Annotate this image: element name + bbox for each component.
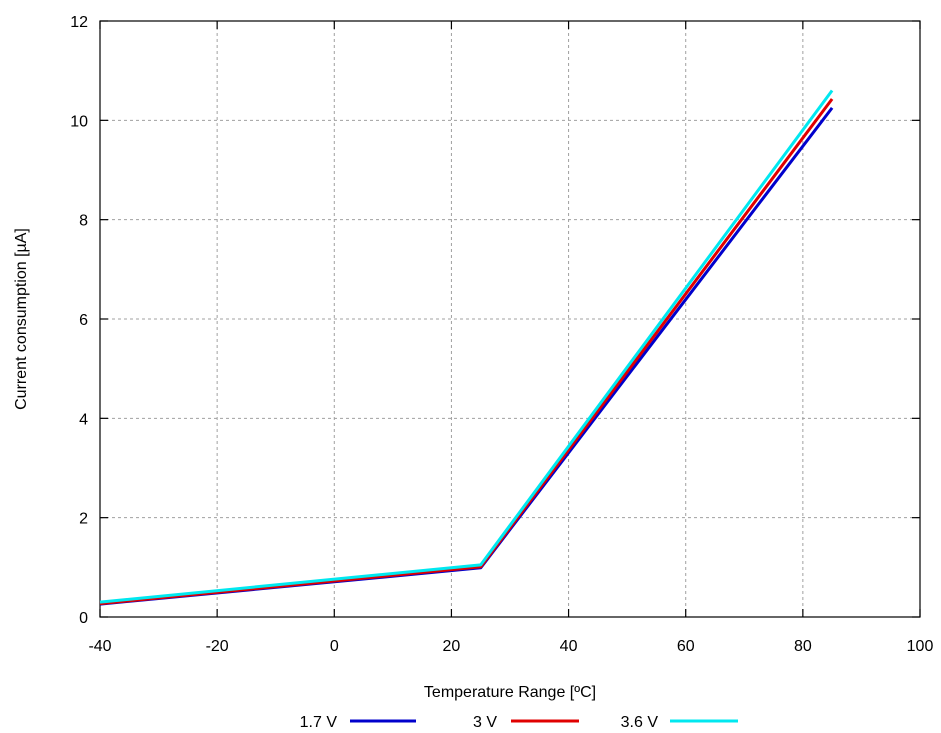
legend-label: 3.6 V <box>621 714 659 731</box>
legend-label: 1.7 V <box>300 714 338 731</box>
x-tick-label: -20 <box>206 638 229 655</box>
grid-lines <box>100 21 920 617</box>
series-line-3-V <box>99 98 834 606</box>
series-lines <box>99 89 834 606</box>
y-tick-label: 2 <box>79 511 88 528</box>
y-tick-label: 4 <box>79 411 88 428</box>
x-tick-label: 60 <box>677 638 695 655</box>
x-tick-label: 0 <box>330 638 339 655</box>
x-tick-label: 80 <box>794 638 812 655</box>
x-tick-label: 20 <box>443 638 461 655</box>
legend-label: 3 V <box>473 714 497 731</box>
y-tick-label: 10 <box>70 113 88 130</box>
y-tick-label: 8 <box>79 213 88 230</box>
x-axis-label: Temperature Range [ºC] <box>424 684 596 701</box>
legend: 1.7 V 3 V 3.6 V <box>300 714 738 731</box>
x-tick-label: 100 <box>907 638 934 655</box>
y-axis-label: Current consumption [µA] <box>13 228 30 410</box>
x-tick-label: -40 <box>88 638 111 655</box>
x-tick-label: 40 <box>560 638 578 655</box>
axis-ticks: -40 -20 0 20 40 60 80 100 0 2 4 6 8 10 12 <box>70 14 933 655</box>
series-line-3-6-V <box>99 89 834 604</box>
y-tick-label: 6 <box>79 312 88 329</box>
y-tick-label: 12 <box>70 14 88 31</box>
y-tick-label: 0 <box>79 610 88 627</box>
